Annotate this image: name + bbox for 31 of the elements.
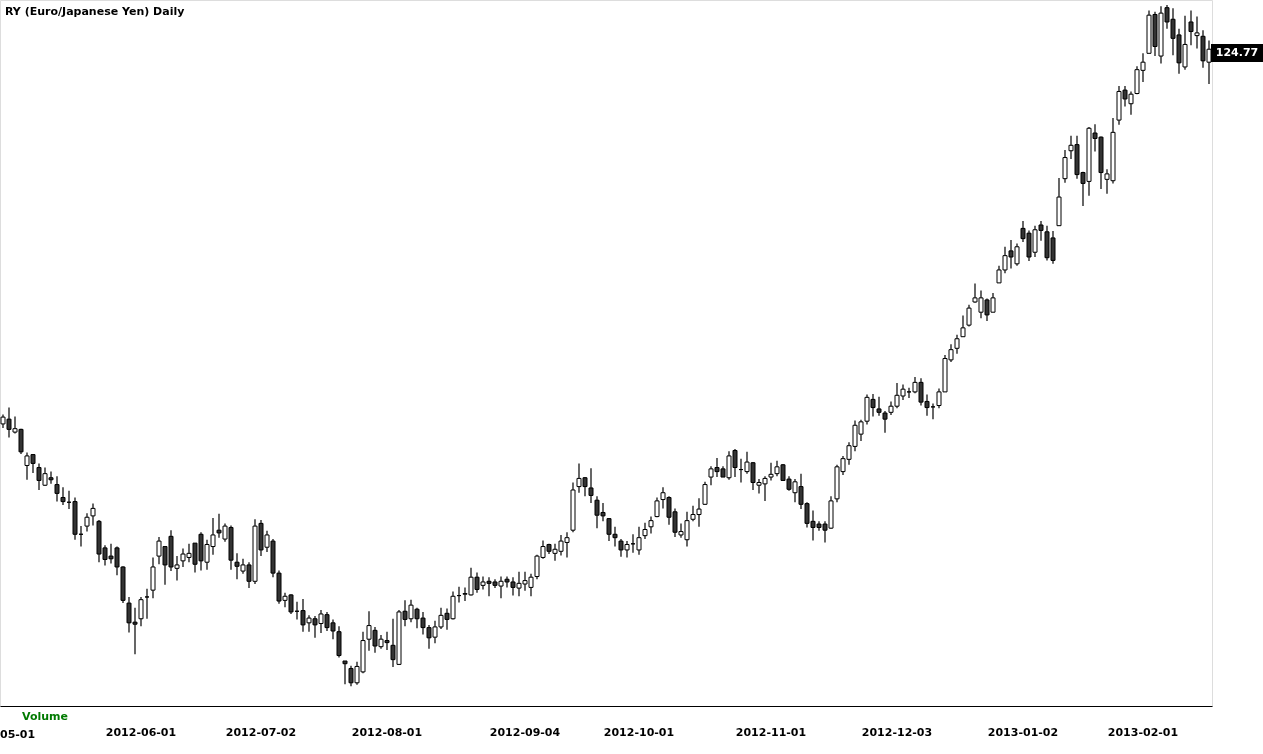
x-tick-label: 2012-07-02 xyxy=(225,725,297,739)
candlestick xyxy=(84,512,90,533)
candlestick xyxy=(60,486,66,506)
x-tick-label: 2013-02-01 xyxy=(1107,725,1179,739)
candlestick xyxy=(960,315,966,338)
candlestick xyxy=(150,556,156,599)
x-tick-label: 2012-10-01 xyxy=(603,725,675,739)
chart-title: RY (Euro/Japanese Yen) Daily xyxy=(5,5,185,18)
candlestick xyxy=(768,462,774,482)
candlestick xyxy=(648,515,654,535)
candlestick xyxy=(1188,9,1194,46)
candlestick xyxy=(138,596,144,627)
x-tick-label: 2012-11-01 xyxy=(735,725,807,739)
text: 124.77 xyxy=(1215,46,1259,59)
text: 05-01 xyxy=(0,728,36,741)
text: Volume xyxy=(22,710,68,723)
candlestick xyxy=(702,481,708,506)
candlestick xyxy=(588,467,594,504)
candlestick xyxy=(954,334,960,355)
x-tick-label: 2012-06-01 xyxy=(105,725,177,739)
candlestick xyxy=(642,522,648,540)
candlestick xyxy=(54,475,60,503)
candlestick xyxy=(342,660,348,685)
candlestick xyxy=(90,503,96,527)
x-tick-label: 2012-08-01 xyxy=(351,725,423,739)
candlestick xyxy=(1194,15,1200,50)
x-tick-label: 2012-09-04 xyxy=(489,725,561,739)
candlestick xyxy=(1062,149,1068,184)
candlestick xyxy=(144,588,150,620)
x-tick-label: 2012-12-03 xyxy=(861,725,933,739)
x-tick-label: 2013-01-02 xyxy=(987,725,1059,739)
